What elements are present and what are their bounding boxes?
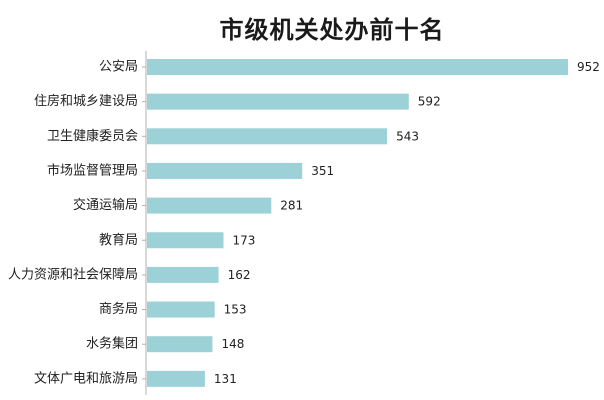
value-label: 952 [577,60,600,74]
bar [147,336,213,353]
category-label: 住房和城乡建设局 [34,93,138,109]
chart-title: 市级机关处办前十名 [219,16,445,44]
category-label: 市场监督管理局 [47,162,138,178]
category-label: 人力资源和社会保障局 [8,266,138,282]
bar [147,301,215,318]
value-label: 173 [233,233,256,247]
category-label: 教育局 [99,232,138,248]
value-label: 592 [418,95,441,109]
value-label: 543 [396,129,419,143]
value-label: 162 [228,268,251,282]
category-label: 卫生健康委员会 [47,128,138,144]
bar [147,59,568,75]
category-label: 公安局 [99,60,138,75]
bar [147,128,388,145]
bar [147,93,409,110]
category-label: 文体广电和旅游局 [34,371,138,386]
value-label: 148 [221,337,244,351]
category-label: 水务集团 [86,336,138,352]
bar [147,370,205,387]
category-label: 交通运输局 [73,197,138,213]
value-label: 131 [214,372,237,386]
value-label: 281 [280,199,303,213]
value-label: 153 [224,303,247,317]
bar [147,232,224,249]
category-label: 商务局 [99,301,138,317]
bar [147,197,272,214]
bar [147,162,303,179]
bar [147,266,219,283]
value-label: 351 [311,164,334,178]
